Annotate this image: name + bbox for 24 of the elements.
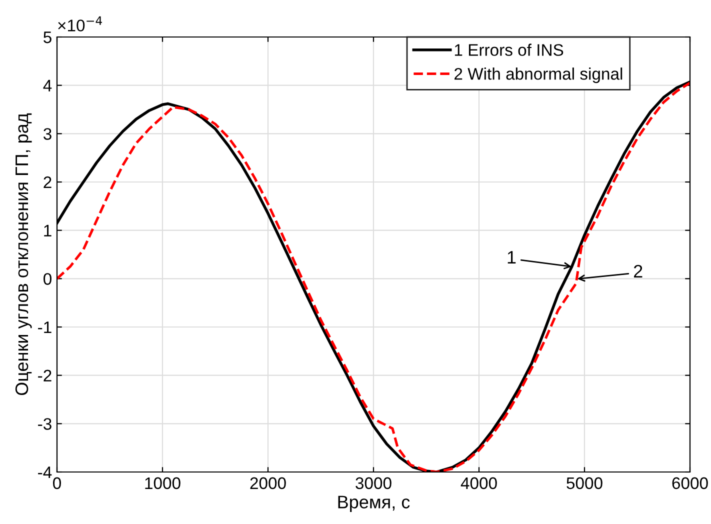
x-axis-title: Время, с — [338, 496, 410, 512]
y-axis-title: Оценки углов отклонения ГП, рад — [15, 113, 32, 396]
y-tick-label: 3 — [44, 128, 52, 140]
legend-label: 1 Errors of INS — [454, 44, 564, 56]
y-tick-label: -1 — [38, 322, 52, 334]
legend-label: 2 With abnormal signal — [454, 68, 622, 84]
x-tick-label: 6000 — [672, 477, 708, 490]
y-tick-label: 1 — [44, 224, 52, 236]
y-tick-label: 4 — [43, 80, 52, 92]
x-tick-label: 4000 — [460, 477, 497, 490]
annotation: 2 — [634, 264, 642, 278]
y-tick-label: 0 — [44, 273, 52, 285]
x-tick-label: 3000 — [356, 477, 392, 490]
y-tick-label: 5 — [44, 32, 52, 44]
x-tick-label: 1000 — [145, 477, 180, 490]
text: ×10$^{−4}$ — [58, 16, 102, 32]
x-tick-label: 5000 — [566, 477, 602, 490]
x-tick-label: 2000 — [250, 477, 286, 490]
y-tick-label: -4 — [38, 466, 52, 478]
x-tick-label: 0 — [53, 477, 61, 490]
y-tick-label: -3 — [38, 418, 52, 430]
annotation: 1 — [508, 251, 516, 264]
y-tick-label: -2 — [38, 370, 52, 382]
y-tick-label: 2 — [44, 176, 52, 188]
